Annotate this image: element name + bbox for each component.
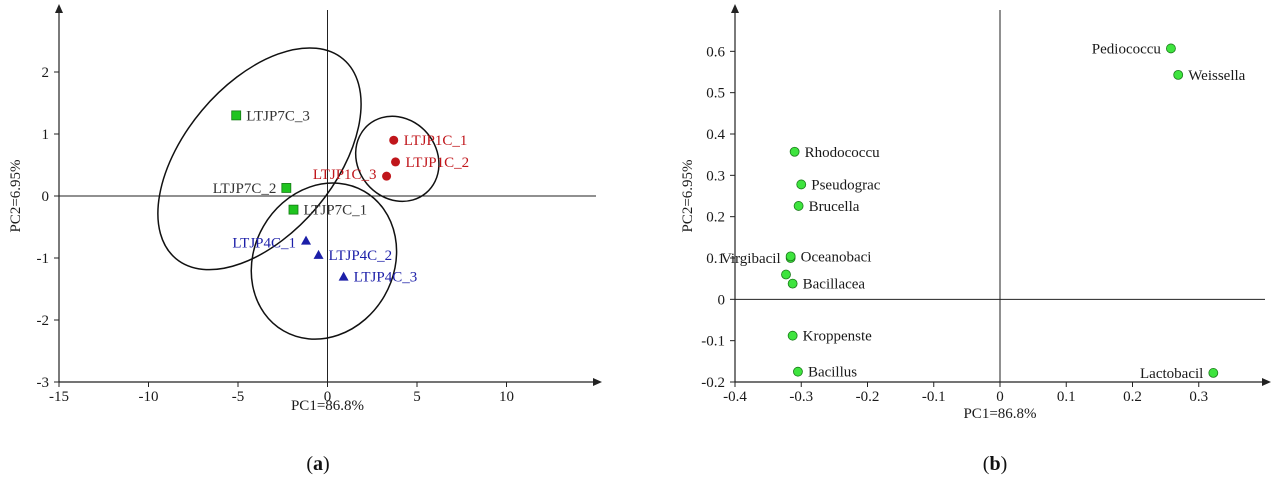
x-tick-label: -5 [232, 389, 245, 405]
x-axis-arrow [593, 378, 602, 386]
point-label: LTJP7C_3 [246, 108, 310, 124]
data-point-circle [1208, 368, 1219, 378]
y-tick-label: -3 [37, 375, 50, 391]
data-point-triangle [301, 235, 312, 245]
x-tick-label: 0 [996, 389, 1004, 405]
y-axis-arrow [55, 4, 63, 13]
point-label: Pseudograc [811, 177, 880, 193]
data-point-circle [1173, 69, 1184, 80]
y-axis-arrow [731, 4, 739, 13]
point-label: Pediococcu [1092, 41, 1162, 57]
point-label: LTJP1C_3 [313, 167, 377, 183]
x-tick-label: 5 [413, 389, 421, 405]
y-axis-title: PC2=6.95% [680, 159, 696, 232]
x-tick-label: 0.2 [1123, 389, 1142, 405]
group-ellipse [157, 47, 362, 271]
x-tick-label: -10 [139, 389, 159, 405]
y-tick-label: 0.6 [706, 44, 725, 60]
y-tick-label: 2 [42, 65, 50, 81]
data-point-circle [796, 179, 807, 190]
data-point-circle [389, 135, 399, 145]
panel-a-score-plot: -15 -10 -5 0 5 10-3-2-1012PC1=86.8%PC2=6.95%L… [8, 4, 602, 475]
data-point-square [288, 204, 299, 215]
data-point-circle [781, 269, 791, 280]
data-point-circle [382, 171, 392, 181]
point-label: Lactobacil [1140, 366, 1203, 382]
y-axis-title: PC2=6.95% [8, 159, 24, 232]
x-axis-title: PC1=86.8% [963, 406, 1036, 422]
x-tick-label: 10 [499, 389, 514, 405]
y-tick-label: 1 [42, 127, 50, 143]
x-tick-label: -0.4 [723, 389, 747, 405]
point-label: Brucella [809, 199, 860, 215]
y-tick-label: 0 [42, 189, 50, 205]
data-point-circle [793, 366, 803, 377]
group-ellipse [250, 182, 398, 340]
y-tick-label: -0.2 [701, 375, 725, 391]
point-label: LTJP7C_2 [213, 181, 277, 197]
data-point-triangle [313, 249, 324, 259]
point-label: Oceanobaci [801, 249, 872, 265]
y-tick-label: 0.5 [706, 86, 725, 102]
y-tick-label: 0.3 [706, 168, 725, 184]
x-tick-label: -0.1 [922, 389, 946, 405]
x-axis-title: PC1=86.8% [291, 398, 364, 414]
x-axis-arrow [1262, 378, 1271, 386]
point-label: LTJP1C_1 [404, 133, 468, 149]
point-label: Rhodococcu [805, 145, 880, 161]
point-label: LTJP4C_1 [232, 236, 296, 252]
y-tick-label: 0 [718, 292, 726, 308]
point-label: LTJP7C_1 [303, 203, 367, 219]
data-point-circle [789, 146, 800, 157]
point-label: LTJP4C_3 [354, 270, 418, 286]
x-tick-label: 0.1 [1057, 389, 1076, 405]
x-tick-label: 0 [324, 389, 332, 405]
point-label: Bacillus [808, 365, 857, 381]
data-point-square [281, 183, 292, 193]
x-tick-label: -0.3 [789, 389, 813, 405]
x-tick-label: -15 [49, 389, 69, 405]
y-tick-label: 0.4 [706, 127, 725, 143]
data-point-circle [785, 251, 796, 262]
data-point-triangle [338, 271, 349, 281]
y-tick-label: -1 [37, 251, 50, 267]
x-tick-label: 0.3 [1189, 389, 1208, 405]
point-label: Virgibacil [721, 251, 781, 267]
data-point-circle [1166, 43, 1176, 54]
y-tick-label: 0.2 [706, 210, 725, 226]
point-label: Weissella [1188, 68, 1245, 84]
data-point-circle [391, 157, 401, 167]
data-point-circle [787, 278, 798, 289]
y-tick-label: 0.1 [706, 251, 725, 267]
data-point-square [231, 110, 242, 121]
panel-letter: (b) [983, 453, 1007, 475]
data-point-circle [787, 330, 798, 341]
y-tick-label: -0.1 [701, 334, 725, 350]
point-label: Kroppenste [803, 329, 872, 345]
point-label: LTJP4C_2 [329, 248, 393, 264]
panel-letter: (a) [306, 453, 329, 475]
data-point-circle [793, 201, 804, 211]
y-tick-label: -2 [37, 313, 50, 329]
group-ellipse [354, 115, 440, 203]
point-label: Bacillacea [803, 277, 866, 293]
x-tick-label: -0.2 [856, 389, 880, 405]
panel-b-loading-plot: -0.4 -0.3 -0.2 -0.1 0 0.1 0.2 0.3 -0.2 -0.1 0 0.1 0.… [680, 4, 1271, 475]
point-label: LTJP1C_2 [406, 155, 470, 171]
